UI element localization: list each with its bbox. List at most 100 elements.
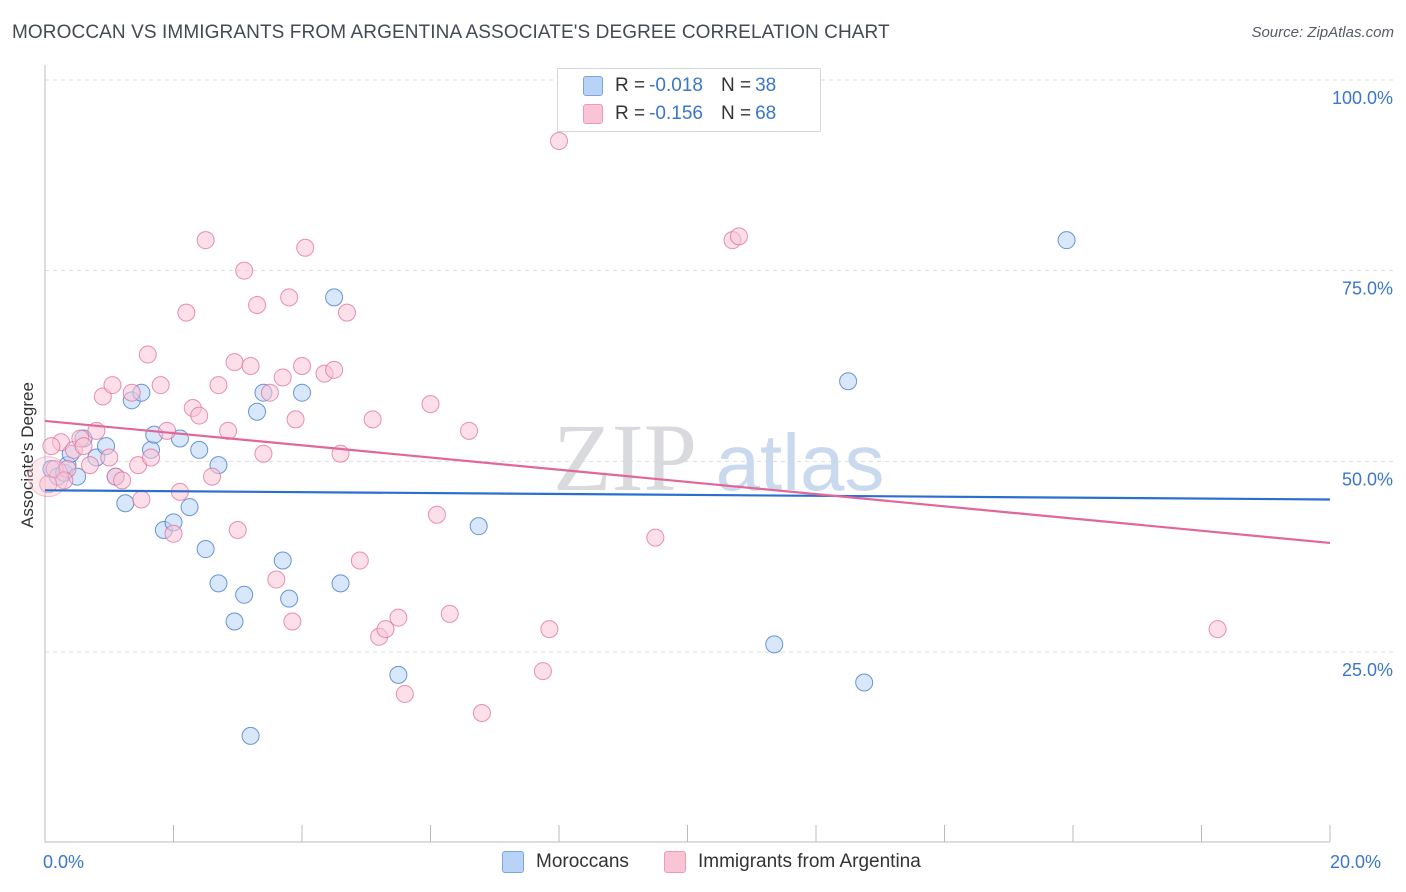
point-moroccan[interactable]: [280, 589, 299, 608]
point-moroccan[interactable]: [855, 673, 874, 692]
point-moroccan[interactable]: [331, 574, 350, 593]
point-argentina[interactable]: [460, 421, 479, 440]
y-tick-label: 75.0%: [1342, 279, 1393, 299]
point-moroccan[interactable]: [209, 574, 228, 593]
point-moroccan[interactable]: [765, 635, 784, 654]
point-argentina[interactable]: [395, 684, 414, 703]
point-argentina[interactable]: [254, 444, 273, 463]
point-argentina[interactable]: [533, 662, 552, 681]
point-argentina[interactable]: [267, 570, 286, 589]
legend-item-moroccans[interactable]: Moroccans: [502, 851, 629, 873]
point-argentina[interactable]: [350, 551, 369, 570]
point-argentina[interactable]: [440, 604, 459, 623]
point-argentina[interactable]: [80, 456, 99, 475]
chart-title: MOROCCAN VS IMMIGRANTS FROM ARGENTINA AS…: [12, 22, 890, 43]
point-argentina[interactable]: [389, 608, 408, 627]
point-argentina[interactable]: [273, 368, 292, 387]
point-argentina[interactable]: [280, 288, 299, 307]
point-argentina[interactable]: [248, 295, 267, 314]
legend-n-value: 38: [755, 75, 777, 96]
point-argentina[interactable]: [293, 357, 311, 375]
legend-item-argentina[interactable]: Immigrants from Argentina: [664, 851, 921, 873]
point-argentina[interactable]: [325, 360, 344, 379]
point-argentina[interactable]: [42, 437, 61, 456]
legend-label-moroccans: Moroccans: [536, 851, 629, 872]
point-argentina[interactable]: [729, 227, 748, 246]
point-moroccan[interactable]: [839, 372, 858, 391]
point-moroccan[interactable]: [389, 665, 408, 684]
point-argentina[interactable]: [138, 345, 157, 364]
point-moroccan[interactable]: [196, 540, 215, 559]
legend-r-value: -0.018: [649, 75, 703, 96]
point-argentina[interactable]: [376, 620, 395, 639]
legend-swatch-pink: [664, 851, 686, 873]
point-argentina[interactable]: [235, 261, 254, 280]
point-argentina[interactable]: [260, 383, 279, 402]
point-moroccan[interactable]: [273, 551, 292, 570]
point-argentina[interactable]: [55, 471, 74, 490]
y-tick-label: 100.0%: [1332, 88, 1393, 108]
point-argentina[interactable]: [363, 410, 382, 429]
point-argentina[interactable]: [540, 620, 559, 639]
axes: [44, 65, 1331, 843]
point-argentina[interactable]: [132, 490, 151, 509]
point-argentina[interactable]: [427, 505, 446, 524]
point-moroccan[interactable]: [248, 402, 267, 421]
point-moroccan[interactable]: [241, 726, 260, 745]
point-moroccan[interactable]: [235, 585, 254, 604]
x-tick-min: 0.0%: [43, 852, 85, 872]
legend-r-value: -0.156: [649, 103, 703, 124]
trend-lines: [44, 419, 1331, 545]
series-legend: Moroccans Immigrants from Argentina: [0, 851, 1406, 879]
correlation-legend: R = -0.018 N = 38 R = -0.156 N = 68: [557, 68, 821, 132]
point-argentina[interactable]: [196, 231, 215, 250]
point-argentina[interactable]: [203, 467, 222, 486]
point-argentina[interactable]: [550, 132, 568, 151]
point-argentina[interactable]: [142, 448, 161, 467]
point-moroccan[interactable]: [116, 494, 135, 513]
legend-n-value: 68: [755, 103, 777, 124]
point-argentina[interactable]: [296, 238, 315, 257]
point-argentina[interactable]: [337, 303, 356, 322]
point-argentina[interactable]: [113, 471, 132, 490]
legend-swatch-pink: [583, 104, 603, 124]
legend-swatch-blue: [583, 76, 603, 96]
point-argentina[interactable]: [228, 520, 247, 539]
legend-r-label: R =: [615, 75, 646, 96]
point-moroccan[interactable]: [293, 383, 311, 402]
point-argentina[interactable]: [177, 303, 196, 322]
point-argentina[interactable]: [164, 524, 183, 543]
point-argentina[interactable]: [74, 437, 93, 456]
point-argentina[interactable]: [209, 376, 228, 395]
point-moroccan[interactable]: [1057, 231, 1076, 250]
point-argentina[interactable]: [158, 421, 177, 440]
y-tick-label: 50.0%: [1342, 469, 1393, 489]
legend-n-label: N =: [720, 103, 752, 124]
point-moroccan[interactable]: [469, 517, 488, 536]
y-tick-label: 25.0%: [1342, 660, 1393, 680]
point-argentina[interactable]: [646, 528, 665, 547]
point-argentina[interactable]: [103, 376, 122, 395]
point-argentina[interactable]: [190, 406, 209, 425]
watermark: ZIP atlas: [553, 404, 884, 511]
y-tick-labels: 100.0% 75.0% 50.0% 25.0%: [1332, 88, 1393, 680]
source-label: Source: ZipAtlas.com: [1251, 24, 1394, 41]
point-argentina[interactable]: [283, 612, 302, 631]
point-argentina[interactable]: [472, 704, 491, 723]
data-points: [27, 132, 1227, 745]
point-moroccan[interactable]: [180, 498, 199, 517]
legend-swatch-blue: [502, 851, 524, 873]
point-argentina[interactable]: [122, 383, 141, 402]
point-argentina[interactable]: [225, 353, 244, 372]
point-argentina[interactable]: [1208, 620, 1227, 639]
point-argentina[interactable]: [241, 357, 260, 375]
point-argentina[interactable]: [421, 395, 440, 414]
point-argentina[interactable]: [286, 410, 305, 429]
point-moroccan[interactable]: [190, 440, 209, 459]
point-moroccan[interactable]: [325, 288, 344, 307]
point-argentina[interactable]: [151, 376, 170, 395]
point-argentina[interactable]: [100, 448, 119, 467]
point-argentina-cluster[interactable]: [27, 456, 69, 498]
point-moroccan[interactable]: [225, 612, 244, 631]
